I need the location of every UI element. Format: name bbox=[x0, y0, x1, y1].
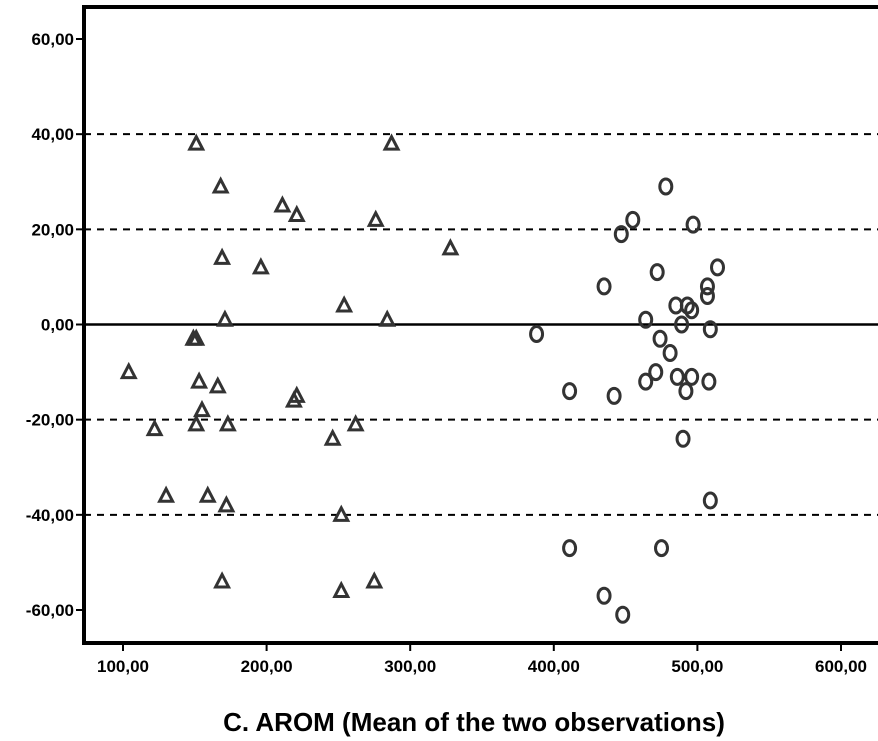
y-tick-label: 40,00 bbox=[31, 125, 74, 144]
triangle-data-point bbox=[187, 414, 206, 432]
x-tick-label: 600,00 bbox=[815, 657, 867, 676]
triangle-data-point bbox=[365, 571, 384, 589]
y-axis: 60,00 40,00 20,00 0,00 -20,00 -40,00 -60,00 bbox=[26, 30, 84, 620]
circle-data-point bbox=[648, 363, 664, 382]
circle-data-point bbox=[684, 301, 700, 320]
triangle-data-point bbox=[382, 133, 401, 151]
x-tick-label: 400,00 bbox=[528, 657, 580, 676]
triangle-data-point bbox=[190, 371, 209, 389]
circle-data-point bbox=[699, 286, 715, 305]
circle-data-point bbox=[669, 367, 685, 386]
y-tick-label: 20,00 bbox=[31, 220, 74, 239]
circle-data-point bbox=[652, 329, 668, 348]
circle-data-point bbox=[638, 372, 654, 391]
triangle-data-point bbox=[335, 295, 354, 313]
circle-data-point bbox=[638, 310, 654, 329]
circle-data-point bbox=[701, 372, 717, 391]
triangle-data-point bbox=[332, 504, 351, 522]
triangle-data-point bbox=[119, 361, 138, 380]
triangle-data-point bbox=[346, 414, 365, 432]
circle-data-point bbox=[662, 344, 678, 363]
triangle-data-point bbox=[251, 257, 270, 275]
triangle-data-point bbox=[332, 580, 351, 598]
x-axis: 100,00 200,00 300,00 400,00 500,00 600,00 bbox=[97, 643, 867, 676]
circle-data-point bbox=[562, 539, 578, 558]
circle-data-point bbox=[684, 367, 700, 386]
circle-data-point bbox=[649, 263, 665, 282]
triangle-data-point bbox=[198, 485, 217, 503]
circle-data-point bbox=[678, 382, 694, 401]
circle-data-point bbox=[562, 382, 578, 401]
circle-data-point bbox=[613, 225, 629, 244]
triangle-data-point bbox=[187, 328, 206, 346]
triangle-data-point bbox=[273, 195, 292, 213]
circle-data-point bbox=[674, 315, 690, 334]
triangle-data-point bbox=[211, 176, 230, 194]
triangle-data-point bbox=[213, 571, 232, 589]
x-tick-label: 200,00 bbox=[241, 657, 293, 676]
triangle-data-point bbox=[287, 204, 306, 223]
y-tick-label: 0,00 bbox=[41, 316, 74, 335]
triangle-data-point bbox=[145, 418, 164, 437]
triangle-data-point bbox=[187, 133, 206, 151]
reference-lines bbox=[84, 133, 878, 516]
triangle-data-point bbox=[323, 428, 342, 446]
triangle-data-point bbox=[366, 209, 385, 227]
circle-data-point bbox=[596, 277, 612, 296]
y-tick-label: -60,00 bbox=[26, 601, 74, 620]
x-tick-label: 500,00 bbox=[671, 657, 723, 676]
triangle-data-point bbox=[378, 309, 397, 327]
circle-data-point bbox=[675, 429, 691, 448]
x-axis-title: C. AROM (Mean of the two observations) bbox=[223, 707, 725, 737]
circle-data-point bbox=[529, 325, 545, 344]
circle-data-point bbox=[654, 539, 669, 558]
circle-data-point bbox=[685, 215, 701, 234]
circle-data-point bbox=[658, 177, 674, 196]
y-tick-label: 60,00 bbox=[31, 30, 74, 49]
y-tick-label: -40,00 bbox=[26, 506, 74, 525]
triangle-data-point bbox=[213, 247, 232, 265]
circle-data-point bbox=[702, 491, 718, 510]
x-tick-label: 300,00 bbox=[384, 657, 436, 676]
circle-data-point bbox=[615, 605, 631, 624]
triangle-data-point bbox=[217, 495, 236, 513]
triangle-data-point bbox=[284, 390, 303, 408]
triangle-data-point bbox=[193, 399, 211, 418]
triangle-data-point bbox=[215, 309, 234, 327]
circle-data-point bbox=[699, 277, 715, 296]
circle-data-point bbox=[625, 210, 641, 229]
x-tick-label: 100,00 bbox=[97, 657, 149, 676]
circle-data-point bbox=[606, 386, 622, 405]
triangle-data-point bbox=[208, 376, 227, 394]
triangle-data-point bbox=[157, 485, 176, 503]
circle-data-point bbox=[710, 258, 726, 277]
triangle-data-point bbox=[218, 414, 237, 432]
y-tick-label: -20,00 bbox=[26, 411, 74, 430]
data-markers bbox=[119, 133, 726, 624]
circle-data-point bbox=[702, 320, 718, 339]
triangle-data-point bbox=[441, 238, 460, 256]
circle-data-point bbox=[596, 586, 612, 605]
